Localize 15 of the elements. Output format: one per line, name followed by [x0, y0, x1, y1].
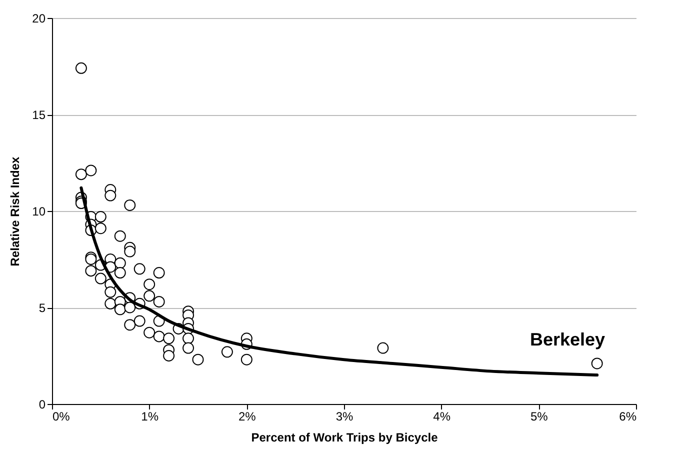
annotation: Berkeley: [530, 329, 606, 350]
x-tick-label: 1%: [141, 410, 159, 424]
y-tick-label: 5: [38, 301, 46, 315]
x-tick-label: 2%: [238, 410, 256, 424]
x-tick-label: 4%: [433, 410, 451, 424]
x-tick-label: 6%: [619, 410, 637, 424]
y-tick-label: 0: [38, 398, 46, 412]
x-tick-label: 5%: [530, 410, 548, 424]
x-tick-label: 3%: [336, 410, 354, 424]
y-tick-label: 20: [32, 12, 46, 26]
y-tick-label: 15: [32, 108, 46, 122]
x-axis-title: Percent of Work Trips by Bicycle: [251, 430, 438, 444]
x-tick-label: 0%: [52, 410, 70, 424]
y-tick-label: 10: [32, 204, 46, 218]
y-axis-title: Relative Risk Index: [8, 156, 22, 266]
